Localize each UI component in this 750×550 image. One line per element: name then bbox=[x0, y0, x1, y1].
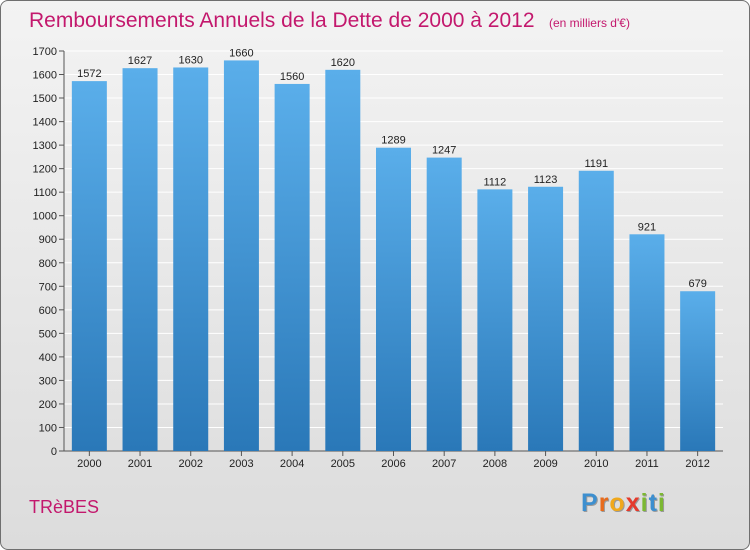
x-tick-label: 2005 bbox=[331, 458, 355, 470]
data-label: 1123 bbox=[534, 174, 558, 186]
x-tick-label: 2009 bbox=[533, 458, 557, 470]
y-tick-label: 1200 bbox=[33, 164, 57, 176]
y-tick-label: 1100 bbox=[33, 187, 57, 199]
x-tick-label: 2002 bbox=[178, 458, 202, 470]
y-tick-label: 100 bbox=[39, 422, 57, 434]
x-tick-label: 2006 bbox=[381, 458, 405, 470]
y-tick-label: 400 bbox=[39, 352, 57, 364]
y-tick-label: 1400 bbox=[33, 117, 57, 129]
data-labels: 1572 1627 1630 1660 1560 1620 1289 1247 1112 1123… bbox=[77, 47, 707, 290]
bar-2001 bbox=[122, 68, 158, 452]
x-tick-label: 2007 bbox=[432, 458, 456, 470]
bar-2003 bbox=[223, 60, 259, 451]
y-tick-label: 200 bbox=[39, 399, 57, 411]
data-label: 1112 bbox=[483, 176, 506, 188]
y-tick-label: 800 bbox=[39, 258, 57, 270]
data-label: 1620 bbox=[331, 57, 355, 69]
bar-2006 bbox=[376, 147, 411, 452]
x-tick-label: 2001 bbox=[128, 458, 152, 470]
title-row: Remboursements Annuels de la Dette de 20… bbox=[29, 9, 630, 33]
bar-2012 bbox=[680, 291, 716, 451]
bar-2010 bbox=[578, 170, 614, 451]
y-tick-label: 700 bbox=[39, 281, 57, 293]
x-tick-label: 2004 bbox=[280, 458, 304, 470]
x-tick-label: 2000 bbox=[77, 458, 101, 470]
logo-letter: P bbox=[581, 489, 599, 517]
data-label: 1289 bbox=[381, 135, 405, 147]
y-tick-label: 1300 bbox=[33, 140, 57, 152]
bar-2000 bbox=[71, 81, 107, 451]
y-tick-label: 900 bbox=[39, 234, 57, 246]
x-tick-label: 2008 bbox=[483, 458, 507, 470]
y-tick-label: 0 bbox=[51, 446, 57, 458]
x-tick-label: 2012 bbox=[685, 458, 709, 470]
bar-2002 bbox=[173, 67, 209, 452]
logo-letter: i bbox=[657, 489, 666, 517]
logo-letter: t bbox=[648, 489, 658, 517]
bar-2007 bbox=[426, 157, 462, 451]
data-label: 921 bbox=[638, 221, 656, 233]
y-tick-label: 600 bbox=[39, 305, 57, 317]
commune-name: TRèBES bbox=[29, 497, 100, 517]
y-tick-label: 500 bbox=[39, 328, 57, 340]
x-tick-label: 2010 bbox=[584, 458, 608, 470]
bar-2011 bbox=[629, 234, 665, 451]
logo-letter: r bbox=[598, 489, 610, 517]
data-label: 1247 bbox=[432, 145, 456, 157]
proxiti-logo: Proxiti bbox=[581, 489, 666, 518]
logo-letter: i bbox=[640, 489, 649, 517]
x-tick-label: 2003 bbox=[229, 458, 253, 470]
y-tick-label: 1600 bbox=[33, 70, 57, 82]
bars bbox=[71, 60, 716, 452]
data-label: 1560 bbox=[280, 71, 304, 83]
data-label: 679 bbox=[688, 278, 706, 290]
data-label: 1630 bbox=[178, 54, 202, 66]
data-label: 1191 bbox=[584, 158, 608, 170]
chart-subtitle: (en milliers d'€) bbox=[548, 16, 630, 30]
chart-title: Remboursements Annuels de la Dette de 20… bbox=[29, 9, 535, 32]
data-label: 1572 bbox=[77, 68, 101, 80]
y-tick-label: 300 bbox=[39, 375, 57, 387]
logo-letter: o bbox=[609, 489, 626, 517]
y-tick-label: 1500 bbox=[33, 93, 57, 105]
bar-2004 bbox=[274, 83, 310, 452]
bar-2005 bbox=[325, 69, 361, 451]
y-tick-label: 1000 bbox=[33, 211, 57, 223]
bar-2009 bbox=[528, 186, 564, 451]
data-label: 1627 bbox=[128, 55, 152, 67]
data-label: 1660 bbox=[229, 47, 253, 59]
y-tick-label: 1700 bbox=[33, 46, 57, 58]
x-tick-label: 2011 bbox=[635, 458, 659, 470]
logo-letter: x bbox=[625, 489, 641, 517]
bar-2008 bbox=[477, 189, 513, 451]
